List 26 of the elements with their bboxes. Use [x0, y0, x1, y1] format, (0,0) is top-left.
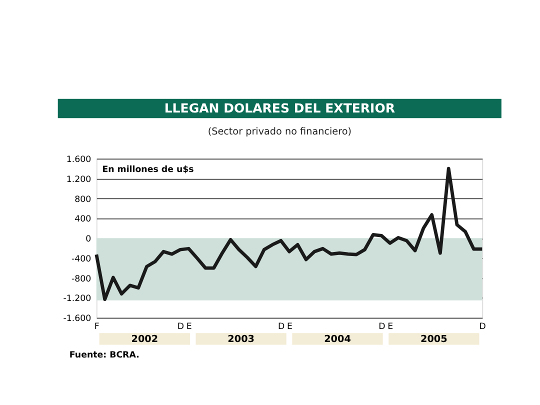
- x-tick-label: E: [186, 322, 192, 332]
- y-tick-label: 800: [74, 194, 92, 205]
- y-tick-label: -1.200: [63, 294, 92, 304]
- source-note: Fuente: BCRA.: [69, 350, 140, 360]
- x-tick-label: E: [388, 322, 394, 332]
- line-series: [94, 166, 484, 302]
- text: 2002: [131, 334, 158, 345]
- y-tick-label: 1.600: [66, 155, 92, 165]
- y-tick-label: -800: [71, 274, 92, 284]
- x-tick-label: D: [378, 322, 386, 332]
- y-tick-label: 0: [86, 234, 92, 245]
- text: 2004: [324, 334, 352, 345]
- y-axis-title: En millones de u$s: [102, 165, 194, 176]
- text: 2005: [420, 334, 448, 345]
- x-tick-label: D: [479, 322, 486, 332]
- y-tick-label: 1.200: [66, 174, 92, 185]
- x-tick-label: E: [287, 322, 293, 332]
- y-tick-label: -1.600: [63, 314, 92, 324]
- x-tick-label: D: [278, 322, 286, 332]
- y-tick-label: 400: [74, 214, 92, 225]
- x-tick-label: F: [94, 322, 100, 332]
- chart-subtitle: (Sector privado no financiero): [208, 126, 352, 138]
- chart-title: LLEGAN DOLARES DEL EXTERIOR: [164, 100, 396, 116]
- x-tick-label: D: [177, 322, 184, 332]
- y-tick-label: -400: [71, 254, 92, 264]
- text: 2003: [228, 334, 254, 345]
